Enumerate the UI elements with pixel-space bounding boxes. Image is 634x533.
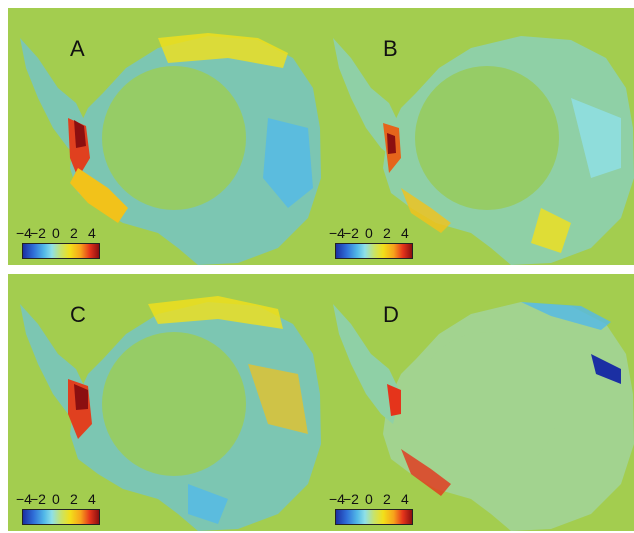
tick-label: 4 xyxy=(88,225,96,241)
colorbar-ticks: −4 −2 0 2 4 xyxy=(329,491,429,507)
tick-label: −2 xyxy=(30,225,46,241)
panel-c: C −4 −2 0 2 4 xyxy=(8,274,321,531)
tick-label: 2 xyxy=(383,225,391,241)
panel-label-a: A xyxy=(70,36,85,61)
pole-hole xyxy=(102,332,246,476)
anomaly-strong-positive xyxy=(74,120,86,148)
panel-label-b: B xyxy=(383,36,398,61)
pole-hole xyxy=(415,332,559,476)
anomaly-negative xyxy=(263,118,313,208)
antarctica-map-b xyxy=(333,36,634,265)
tick-label: 0 xyxy=(52,225,60,241)
tick-label: −4 xyxy=(329,225,345,241)
pole-hole xyxy=(102,66,246,210)
tick-label: −2 xyxy=(30,491,46,507)
panel-label-d: D xyxy=(383,302,399,327)
colorbar xyxy=(22,243,100,259)
panel-d: D −4 −2 0 2 4 xyxy=(321,274,634,531)
anomaly-strong-negative xyxy=(591,354,621,384)
tick-label: −2 xyxy=(343,225,359,241)
colorbar-legend-c: −4 −2 0 2 4 xyxy=(16,491,100,527)
anomaly-strong-positive xyxy=(387,133,396,154)
colorbar xyxy=(335,243,413,259)
tick-label: 0 xyxy=(52,491,60,507)
tick-label: 4 xyxy=(401,225,409,241)
pole-hole xyxy=(415,66,559,210)
anomaly-coastal-band xyxy=(148,296,283,329)
colorbar-ticks: −4 −2 0 2 4 xyxy=(329,225,429,241)
colorbar xyxy=(335,509,413,525)
anomaly-warm-band xyxy=(70,168,128,223)
antarctica-map-c xyxy=(20,296,321,531)
tick-label: 2 xyxy=(383,491,391,507)
tick-label: −4 xyxy=(16,225,32,241)
tick-label: 4 xyxy=(401,491,409,507)
colorbar-ticks: −4 −2 0 2 4 xyxy=(16,491,116,507)
tick-label: 0 xyxy=(365,225,373,241)
colorbar-legend-d: −4 −2 0 2 4 xyxy=(329,491,413,527)
panel-label-c: C xyxy=(70,302,86,327)
tick-label: −4 xyxy=(329,491,345,507)
tick-label: −2 xyxy=(343,491,359,507)
colorbar-legend-b: −4 −2 0 2 4 xyxy=(329,225,413,261)
peninsula-region xyxy=(333,304,401,424)
colorbar-ticks: −4 −2 0 2 4 xyxy=(16,225,116,241)
anomaly-warm-band xyxy=(401,188,451,233)
panel-b: B −4 −2 0 2 4 xyxy=(321,8,634,265)
panel-a: A −4 −2 0 2 4 xyxy=(8,8,321,265)
tick-label: 2 xyxy=(70,491,78,507)
colorbar-legend-a: −4 −2 0 2 4 xyxy=(16,225,100,261)
anomaly-coastal-band xyxy=(401,449,451,496)
tick-label: 2 xyxy=(70,225,78,241)
anomaly-negative xyxy=(521,302,611,330)
anomaly-coastal-band xyxy=(531,208,571,253)
tick-label: 0 xyxy=(365,491,373,507)
anomaly-negative xyxy=(188,484,228,524)
anomaly-strong-positive xyxy=(74,384,88,410)
anomaly-negative xyxy=(571,98,621,178)
antarctica-map-d xyxy=(333,302,634,531)
tick-label: −4 xyxy=(16,491,32,507)
anomaly-positive xyxy=(387,384,401,416)
anomaly-coastal-band xyxy=(158,33,288,68)
antarctica-map-a xyxy=(20,33,321,265)
tick-label: 4 xyxy=(88,491,96,507)
anomaly-warm-band xyxy=(248,364,308,434)
colorbar xyxy=(22,509,100,525)
